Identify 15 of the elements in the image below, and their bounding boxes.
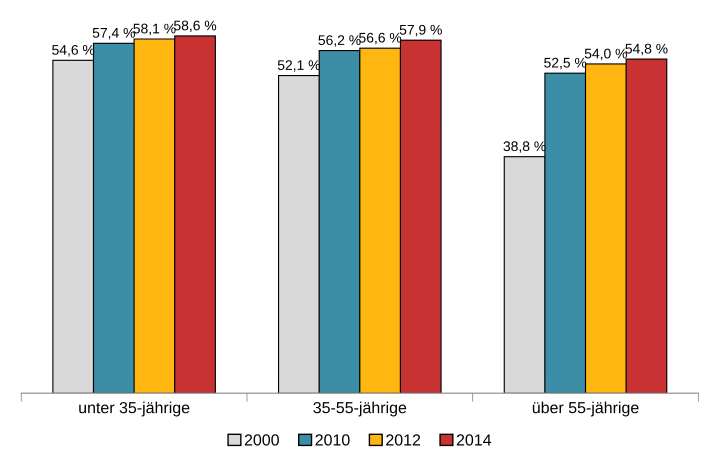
data-label: 56,2 % <box>318 35 361 47</box>
legend-label: 2000 <box>244 434 279 446</box>
x-tick-label: über 55-jährige <box>532 402 639 416</box>
data-label: 57,4 % <box>92 28 135 40</box>
data-label: 54,0 % <box>584 48 627 60</box>
legend-label: 2014 <box>456 434 492 446</box>
x-tick-label: 35-55-jährige <box>313 402 406 416</box>
data-label: 56,6 % <box>359 32 402 44</box>
data-label: 58,1 % <box>133 24 176 36</box>
x-tick-label: unter 35-jährige <box>79 402 190 416</box>
legend-label: 2012 <box>386 434 420 446</box>
data-label: 57,9 % <box>400 24 442 36</box>
legend-label: 2010 <box>316 434 350 446</box>
data-label: 58,6 % <box>174 20 216 32</box>
data-label: 54,8 % <box>625 44 668 56</box>
